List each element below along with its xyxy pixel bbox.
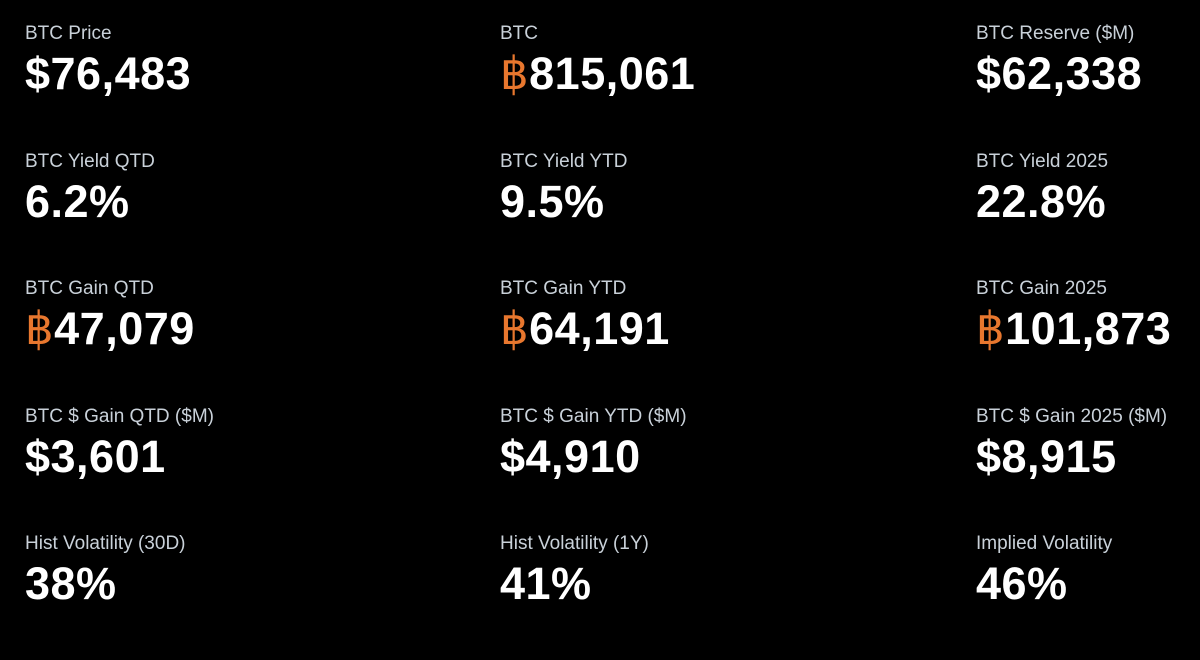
metric-value: ฿64,191 <box>500 303 976 355</box>
metrics-grid: BTC Price $76,483 BTC ฿815,061 BTC Reserve (… <box>25 22 1176 660</box>
metric-label: BTC Yield YTD <box>500 150 628 172</box>
metric-number: 6.2% <box>25 175 130 227</box>
metric-card: BTC $ Gain 2025 ($M) $8,915 <box>976 405 1176 533</box>
metric-number: $4,910 <box>500 430 641 482</box>
metric-card: BTC Yield 2025 22.8% <box>976 150 1176 278</box>
metric-number: 64,191 <box>529 303 670 354</box>
metric-value: 41% <box>500 558 976 610</box>
metric-value: $4,910 <box>500 431 976 483</box>
metric-value: ฿101,873 <box>976 303 1176 355</box>
metric-label: Implied Volatility <box>976 533 1113 554</box>
metric-number: 47,079 <box>54 303 195 354</box>
metric-label: BTC Reserve ($M) <box>976 23 1135 44</box>
metric-card: BTC Yield QTD 6.2% <box>25 150 500 278</box>
metric-label: Hist Volatility (1Y) <box>500 533 649 554</box>
metric-number: 101,873 <box>1005 303 1172 354</box>
metric-number: $62,338 <box>976 48 1143 99</box>
metric-number: $76,483 <box>25 48 192 99</box>
metric-card: BTC Gain YTD ฿64,191 <box>500 277 976 405</box>
bitcoin-icon: ฿ <box>500 48 530 99</box>
metric-number: 9.5% <box>500 175 605 227</box>
metric-label: BTC Gain YTD <box>500 278 627 299</box>
metric-card: BTC ฿815,061 <box>500 22 976 150</box>
metric-label: BTC <box>500 23 538 44</box>
bitcoin-icon: ฿ <box>500 303 530 354</box>
metric-card: BTC Yield YTD 9.5% <box>500 150 976 278</box>
metric-number: 38% <box>25 558 117 609</box>
metric-card: BTC Reserve ($M) $62,338 <box>976 22 1176 150</box>
metric-label: BTC $ Gain YTD ($M) <box>500 405 687 427</box>
metric-value: ฿47,079 <box>25 303 500 355</box>
metric-value: $8,915 <box>976 431 1176 483</box>
metric-card: Hist Volatility (1Y) 41% <box>500 532 976 660</box>
metric-label: BTC $ Gain 2025 ($M) <box>976 405 1168 427</box>
metric-value: 22.8% <box>976 176 1176 228</box>
metric-card: BTC Gain 2025 ฿101,873 <box>976 277 1176 405</box>
metric-label: BTC Yield 2025 <box>976 150 1109 172</box>
metric-number: $8,915 <box>976 430 1117 482</box>
metric-value: $3,601 <box>25 431 500 483</box>
metric-card: Implied Volatility 46% <box>976 532 1176 660</box>
metric-value: 9.5% <box>500 176 976 228</box>
metric-label: BTC $ Gain QTD ($M) <box>25 405 214 427</box>
metric-card: BTC $ Gain YTD ($M) $4,910 <box>500 405 976 533</box>
metric-label: Hist Volatility (30D) <box>25 533 186 554</box>
bitcoin-icon: ฿ <box>976 303 1006 354</box>
metric-value: ฿815,061 <box>500 48 976 100</box>
metric-value: $76,483 <box>25 48 500 100</box>
metric-number: 22.8% <box>976 175 1107 227</box>
metric-number: 46% <box>976 558 1068 609</box>
metric-value: 38% <box>25 558 500 610</box>
metric-label: BTC Price <box>25 23 112 44</box>
metric-label: BTC Gain 2025 <box>976 278 1107 299</box>
metric-value: 6.2% <box>25 176 500 228</box>
metric-card: BTC Gain QTD ฿47,079 <box>25 277 500 405</box>
metric-number: 815,061 <box>529 48 696 99</box>
metric-number: $3,601 <box>25 430 166 482</box>
metric-card: BTC Price $76,483 <box>25 22 500 150</box>
metric-card: BTC $ Gain QTD ($M) $3,601 <box>25 405 500 533</box>
bitcoin-icon: ฿ <box>25 303 55 354</box>
metric-card: Hist Volatility (30D) 38% <box>25 532 500 660</box>
metric-value: 46% <box>976 558 1176 610</box>
metric-number: 41% <box>500 558 592 609</box>
metric-value: $62,338 <box>976 48 1176 100</box>
metric-label: BTC Gain QTD <box>25 278 154 299</box>
metric-label: BTC Yield QTD <box>25 150 155 172</box>
